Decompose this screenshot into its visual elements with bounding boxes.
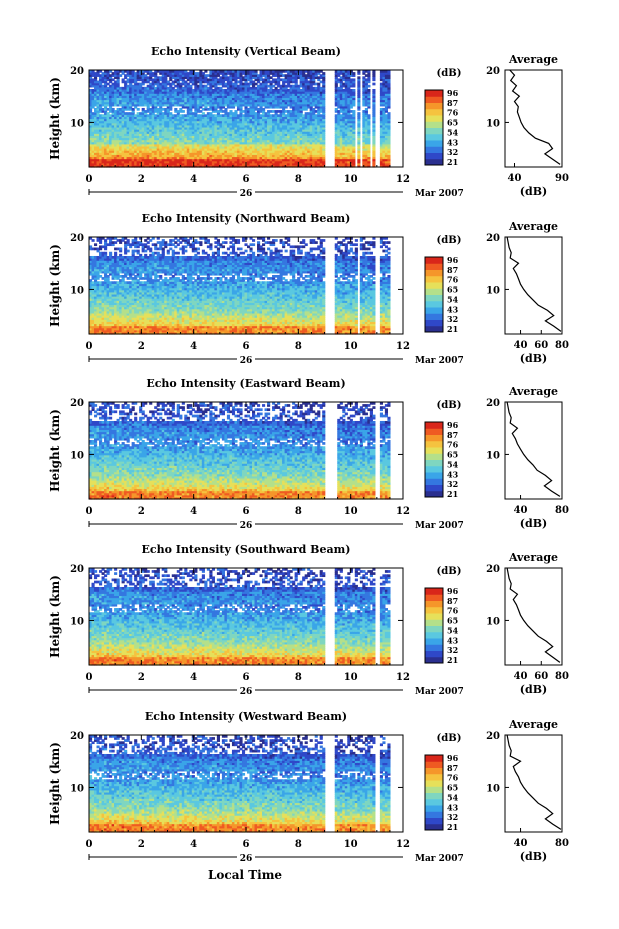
heatmap-cell bbox=[182, 110, 185, 113]
heatmap-cell bbox=[137, 108, 140, 111]
panel-title: Echo Intensity (Vertical Beam) bbox=[151, 45, 341, 58]
panel-1: Echo Intensity (Vertical Beam)0 2 4 6 8 10 121… bbox=[48, 45, 569, 199]
panels-group: Echo Intensity (Vertical Beam)0 2 4 6 8 10 121… bbox=[48, 45, 569, 864]
radar-echo-figure: Echo Intensity (Vertical Beam)0 2 4 6 8 10 121… bbox=[0, 0, 619, 929]
heatmap bbox=[89, 70, 391, 168]
